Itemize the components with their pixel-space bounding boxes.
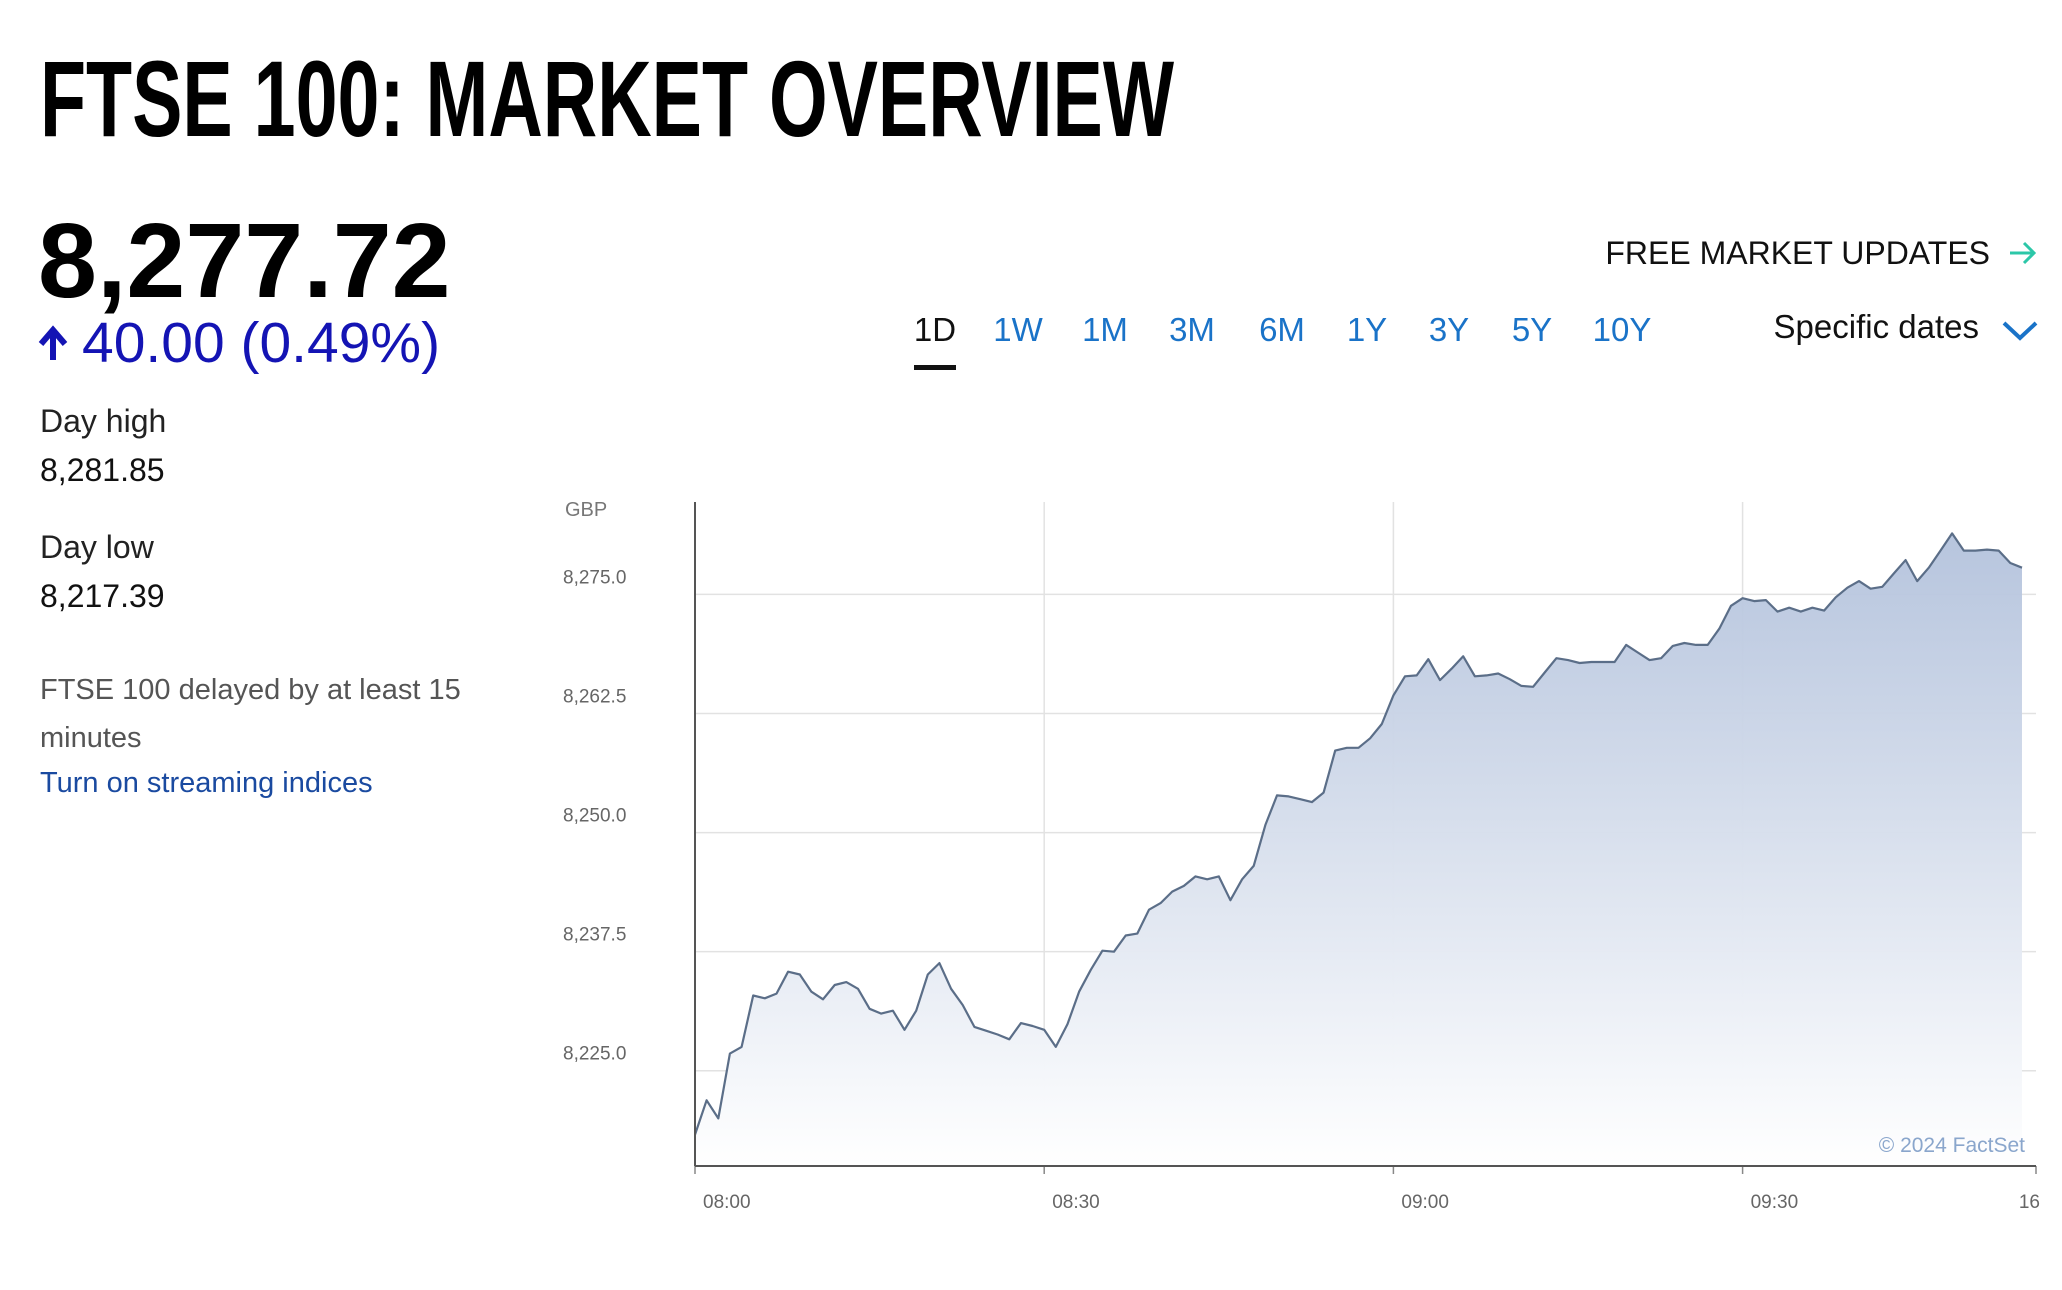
- tab-underline: [914, 365, 956, 370]
- day-high-value: 8,281.85: [40, 452, 165, 488]
- range-tab[interactable]: 3Y: [1429, 311, 1469, 348]
- y-tick-label: 8,237.5: [563, 925, 626, 946]
- price-change: 40.00 (0.49%): [82, 311, 440, 375]
- x-tick-label: 16: [2019, 1192, 2040, 1213]
- range-tab[interactable]: 1Y: [1347, 311, 1387, 348]
- y-tick-label: 8,262.5: [563, 686, 626, 707]
- specific-dates[interactable]: Specific dates: [1774, 308, 1979, 345]
- day-low-label: Day low: [40, 529, 155, 565]
- range-tab[interactable]: 6M: [1259, 311, 1305, 348]
- range-tab[interactable]: 1M: [1082, 311, 1128, 348]
- page-title: FTSE 100: MARKET OVERVIEW: [40, 38, 1174, 159]
- day-low-value: 8,217.39: [40, 578, 165, 614]
- y-tick-label: 8,275.0: [563, 567, 626, 588]
- day-high-label: Day high: [40, 403, 166, 439]
- x-tick-label: 08:30: [1052, 1192, 1100, 1213]
- x-tick-label: 08:00: [703, 1192, 751, 1213]
- x-tick-label: 09:30: [1751, 1192, 1799, 1213]
- range-tab[interactable]: 5Y: [1512, 311, 1552, 348]
- price-line: [693, 532, 2023, 1135]
- y-tick-label: 8,225.0: [563, 1044, 626, 1065]
- updates-link[interactable]: FREE MARKET UPDATES: [1605, 235, 1990, 271]
- up-arrow: [38, 325, 68, 360]
- y-tick-label: 8,250.0: [563, 806, 626, 827]
- area-fill: [695, 533, 2022, 1166]
- delay-note: FTSE 100 delayed by at least 15 minutes: [40, 674, 461, 754]
- x-tick-label: 09:00: [1401, 1192, 1449, 1213]
- range-tab[interactable]: 1D: [914, 311, 956, 348]
- range-tab[interactable]: 1W: [993, 311, 1043, 348]
- dates-chevron[interactable]: [2002, 321, 2038, 341]
- updates-arrow: [2010, 241, 2037, 265]
- range-tab[interactable]: 3M: [1169, 311, 1215, 348]
- y-unit: GBP: [565, 499, 607, 521]
- range-tab[interactable]: 10Y: [1593, 311, 1652, 348]
- streaming-link[interactable]: Turn on streaming indices: [40, 767, 373, 799]
- price: 8,277.72: [38, 202, 451, 320]
- chart-credit: © 2024 FactSet: [1879, 1134, 2025, 1157]
